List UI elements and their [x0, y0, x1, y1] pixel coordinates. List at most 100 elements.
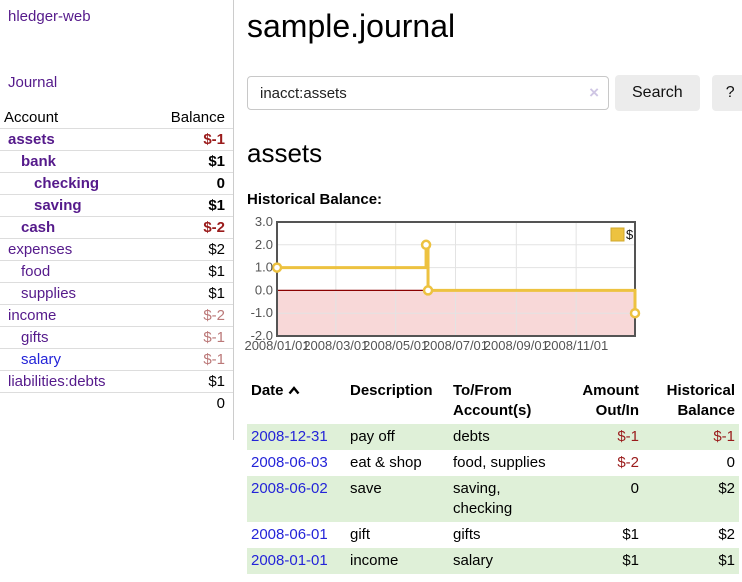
help-button[interactable]: ?	[711, 75, 742, 111]
account-balance: $-1	[145, 128, 233, 151]
register-header-description: Description	[350, 382, 433, 399]
svg-text:-1.0: -1.0	[251, 305, 273, 320]
chart-title: Historical Balance:	[247, 191, 383, 208]
transaction-description: eat & shop	[350, 454, 422, 471]
account-balance: $1	[145, 194, 233, 217]
brand-link[interactable]: hledger-web	[8, 8, 91, 25]
page-title: sample.journal	[247, 8, 456, 44]
search-input-wrap: ×	[247, 76, 609, 110]
register-body: 2008-12-31 pay off debts $-1 $-1 2008-06-03 ea…	[247, 424, 739, 574]
svg-text:2.0: 2.0	[255, 237, 273, 252]
transaction-accounts: food, supplies	[453, 454, 546, 471]
accounts-table: Account Balance assets $-1 bank $1 checking 0…	[0, 107, 233, 414]
account-row: cash $-2	[0, 216, 233, 239]
svg-text:2008/09/01: 2008/09/01	[484, 338, 549, 353]
register-header-date[interactable]: Date	[247, 378, 346, 424]
transaction-amount: $-1	[617, 428, 639, 445]
svg-text:2008/01/01: 2008/01/01	[244, 338, 309, 353]
account-balance: $1	[145, 282, 233, 305]
sidebar-account-link[interactable]: assets	[8, 131, 55, 148]
transaction-description: income	[350, 552, 399, 569]
transaction-description: save	[350, 480, 382, 497]
sidebar-account-link[interactable]: liabilities:debts	[8, 373, 106, 390]
svg-text:$: $	[626, 227, 634, 242]
svg-text:3.0: 3.0	[255, 214, 273, 229]
register-row: 2008-06-01 gift gifts $1 $2	[247, 522, 739, 548]
account-balance: $2	[145, 238, 233, 261]
svg-text:1.0: 1.0	[255, 260, 273, 275]
register-table: Date Description To/From Account(s) Amou…	[247, 378, 739, 574]
sidebar-account-link[interactable]: expenses	[8, 241, 73, 258]
transaction-balance: $2	[718, 526, 735, 543]
transaction-balance: $2	[718, 480, 735, 497]
transaction-amount: 0	[630, 480, 639, 497]
register-header-amount: Amount Out/In	[582, 382, 639, 419]
transaction-date-link[interactable]: 2008-06-03	[251, 454, 328, 471]
transaction-accounts: saving, checking	[453, 480, 513, 517]
account-balance: $-1	[145, 326, 233, 349]
transaction-accounts: gifts	[453, 526, 481, 543]
svg-text:2008/07/01: 2008/07/01	[423, 338, 488, 353]
transaction-amount: $1	[622, 526, 639, 543]
sidebar-account-link[interactable]: saving	[34, 197, 82, 214]
register-header-row: Date Description To/From Account(s) Amou…	[247, 378, 739, 424]
account-row: food $1	[0, 260, 233, 283]
register-header-accounts: To/From Account(s)	[453, 382, 532, 419]
svg-text:2008/05/01: 2008/05/01	[363, 338, 428, 353]
main-content: sample.journal × Search ? assets Histori…	[234, 0, 742, 574]
svg-text:-2.0: -2.0	[251, 328, 273, 343]
sidebar: hledger-web Journal Account Balance asse…	[0, 0, 234, 440]
account-row: salary $-1	[0, 348, 233, 371]
accounts-total-row: 0	[0, 392, 233, 414]
search-input[interactable]	[247, 76, 609, 110]
sidebar-item-journal[interactable]: Journal	[8, 74, 58, 91]
sidebar-account-link[interactable]: income	[8, 307, 57, 324]
sort-caret-up-icon	[288, 381, 300, 401]
svg-text:2008/11/01: 2008/11/01	[544, 338, 608, 353]
account-heading: assets	[247, 138, 323, 168]
sidebar-account-link[interactable]: cash	[21, 219, 56, 236]
transaction-balance: $-1	[713, 428, 735, 445]
register-row: 2008-06-03 eat & shop food, supplies $-2 0	[247, 450, 739, 476]
transaction-amount: $-2	[617, 454, 639, 471]
sidebar-account-link[interactable]: bank	[21, 153, 57, 170]
transaction-description: gift	[350, 526, 371, 543]
register-header-balance: Historical Balance	[666, 382, 735, 419]
transaction-balance: 0	[726, 454, 735, 471]
account-balance: $1	[145, 150, 233, 173]
svg-text:2008/03/01: 2008/03/01	[303, 338, 368, 353]
sidebar-account-link[interactable]: gifts	[21, 329, 49, 346]
sidebar-account-link[interactable]: supplies	[21, 285, 77, 302]
account-row: gifts $-1	[0, 326, 233, 349]
transaction-date-link[interactable]: 2008-12-31	[251, 428, 328, 445]
account-balance: $-2	[145, 304, 233, 327]
account-balance: $-2	[145, 216, 233, 239]
search-button[interactable]: Search	[615, 75, 700, 111]
accounts-header-balance: Balance	[145, 107, 233, 129]
transaction-date-link[interactable]: 2008-06-01	[251, 526, 328, 543]
transaction-description: pay off	[350, 428, 395, 445]
account-row: liabilities:debts $1	[0, 370, 233, 393]
accounts-header-account: Account	[0, 107, 146, 129]
clear-search-icon[interactable]: ×	[589, 83, 599, 102]
account-row: expenses $2	[0, 238, 233, 261]
transaction-balance: $1	[718, 552, 735, 569]
historical-balance-chart: $3.0 2.0 1.0 0.0 -1.0 -2.02008/01/012008/03/0…	[244, 214, 641, 353]
account-row: checking 0	[0, 172, 233, 195]
account-row: supplies $1	[0, 282, 233, 305]
sidebar-account-link[interactable]: salary	[21, 351, 62, 368]
account-balance: $1	[145, 260, 233, 283]
transaction-amount: $1	[622, 552, 639, 569]
transaction-date-link[interactable]: 2008-01-01	[251, 552, 328, 569]
transaction-date-link[interactable]: 2008-06-02	[251, 480, 328, 497]
account-row: income $-2	[0, 304, 233, 327]
accounts-total-value: 0	[145, 392, 233, 414]
sidebar-account-link[interactable]: checking	[34, 175, 100, 192]
account-balance: $-1	[145, 348, 233, 371]
account-row: saving $1	[0, 194, 233, 217]
register-row: 2008-01-01 income salary $1 $1	[247, 548, 739, 574]
sidebar-accounts-body: assets $-1 bank $1 checking 0 saving $1 cash $-2 e…	[0, 128, 233, 393]
sidebar-account-link[interactable]: food	[21, 263, 51, 280]
account-row: bank $1	[0, 150, 233, 173]
